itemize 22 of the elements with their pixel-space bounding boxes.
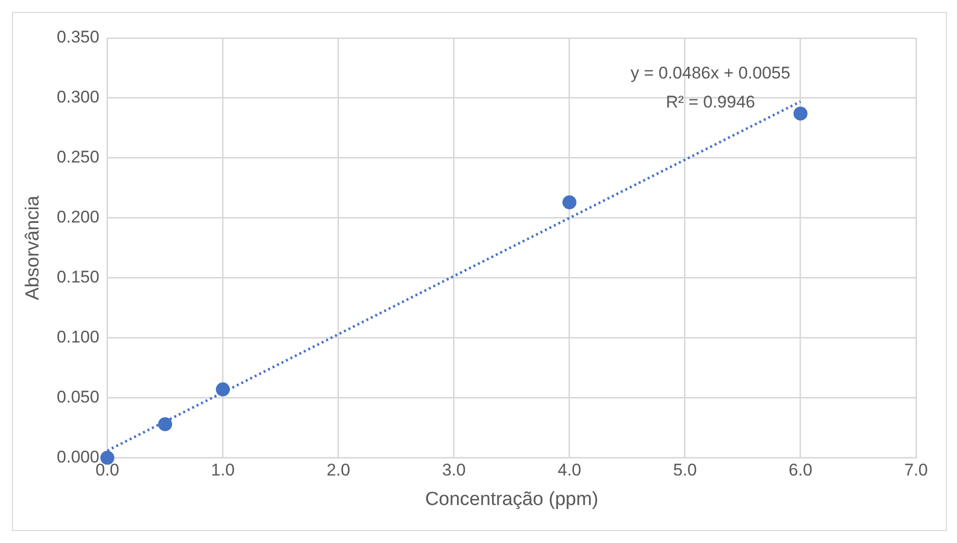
y-tick-label: 0.300	[56, 88, 100, 107]
annotation: y = 0.0486x + 0.0055	[630, 63, 790, 82]
y-tick-label: 0.200	[56, 208, 100, 227]
x-tick-label: 3.0	[442, 460, 466, 480]
x-tick-label: 6.0	[788, 460, 812, 480]
y-tick-label: 0.350	[56, 28, 100, 47]
y-tick-label: 0.150	[56, 268, 100, 287]
point	[793, 106, 808, 121]
point	[562, 195, 576, 210]
point	[158, 417, 172, 432]
y-tick-label: 0.100	[56, 328, 100, 347]
point	[216, 382, 230, 396]
y-tick-label: 0.050	[56, 388, 100, 407]
y-axis-title: Absorvância	[22, 195, 44, 300]
x-tick-label: 1.0	[211, 460, 235, 480]
annotation: R² = 0.9946	[666, 92, 756, 112]
x-tick-label: 2.0	[326, 460, 350, 480]
x-tick-label: 5.0	[673, 460, 697, 480]
x-tick-label: 7.0	[904, 460, 928, 480]
x-axis-title: Concentração (ppm)	[425, 488, 598, 510]
x-tick-label: 4.0	[558, 460, 582, 480]
y-tick-label: 0.250	[56, 148, 100, 167]
